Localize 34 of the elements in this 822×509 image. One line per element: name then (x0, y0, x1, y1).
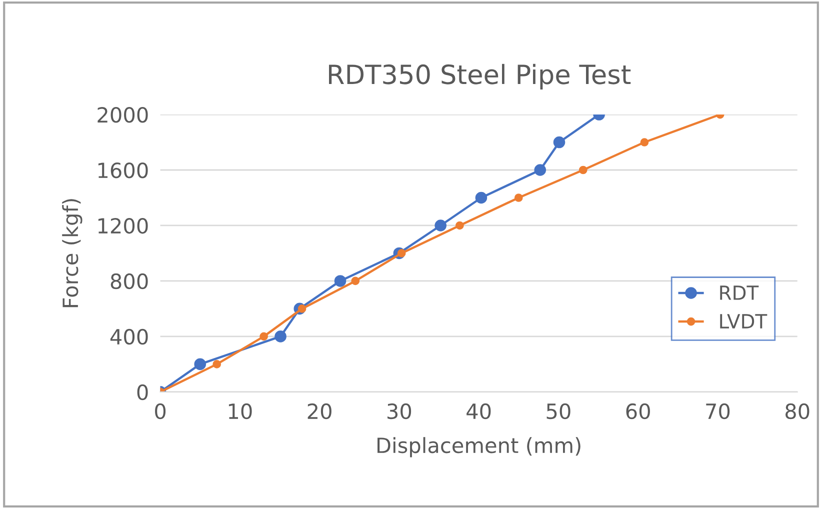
y-axis-title: Force (kgf) (62, 199, 82, 308)
point (475, 192, 488, 204)
y-tick-label: 400 (110, 328, 148, 345)
point (514, 194, 523, 202)
x-tick-label: 20 (308, 403, 332, 420)
y-tick-label: 800 (110, 273, 148, 290)
legend-label: RDT (720, 286, 759, 300)
point (534, 164, 546, 176)
point (553, 136, 566, 148)
x-tick-label: 60 (626, 403, 650, 420)
point (351, 276, 360, 286)
x-axis-title: Displacement (mm) (378, 437, 580, 458)
y-tick-label: 1600 (98, 162, 148, 178)
point (434, 220, 446, 232)
x-tick-label: 10 (228, 403, 252, 420)
point (260, 332, 268, 341)
point (334, 275, 346, 287)
point (274, 330, 286, 342)
chart-title: RDT350 Steel Pipe Test (329, 64, 631, 90)
legend-label: LVDT (720, 314, 768, 328)
x-tick-label: 40 (466, 403, 491, 420)
x-tick-label: 70 (706, 403, 730, 420)
point (640, 138, 649, 146)
x-tick-label: 30 (388, 403, 412, 420)
y-tick-label: 1200 (98, 218, 148, 234)
point (212, 360, 221, 368)
y-tick-label: 2000 (98, 106, 148, 123)
point (456, 221, 464, 230)
x-tick-label: 80 (786, 403, 810, 420)
x-tick-label: 0 (155, 403, 166, 420)
point (578, 166, 588, 174)
point (194, 358, 206, 370)
y-tick-label: 0 (137, 384, 148, 400)
x-tick-label: 50 (546, 403, 570, 420)
